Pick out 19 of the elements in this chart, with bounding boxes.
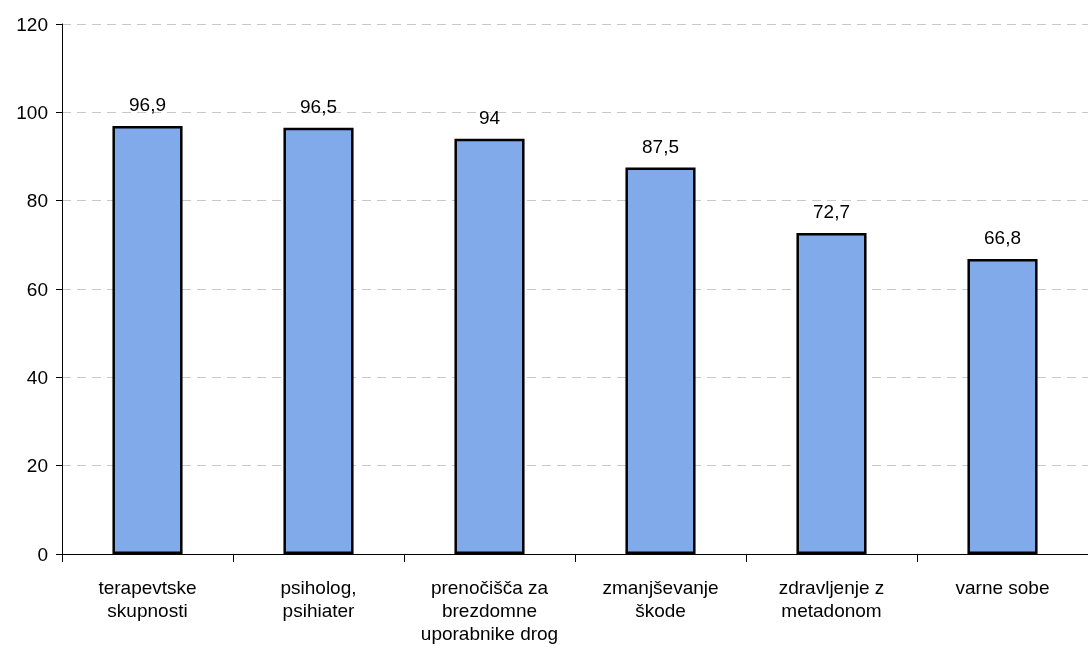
y-tick-label: 100 [16,101,48,123]
data-label: 96,5 [300,95,337,117]
x-tick-label: terapevtske skupnosti [98,577,197,621]
data-label: 66,8 [984,226,1021,248]
data-label: 87,5 [642,135,679,157]
x-tick-label: zmanjševanje škode [602,577,719,621]
data-label: 94 [478,106,501,128]
data-label: 96,9 [129,94,166,116]
y-tick-label: 120 [16,13,48,35]
data-label: 72,7 [813,200,850,222]
y-tick-label: 80 [26,190,48,212]
x-tick-label: prenočišča za brezdomne uporabnike drog [420,577,559,644]
y-tick-label: 40 [26,366,48,388]
x-tick-label: psiholog, psihiater [280,577,357,621]
y-tick-label: 0 [37,543,48,565]
y-tick-label: 60 [26,278,48,300]
x-tick-label: zdravljenje z metadonom [778,577,885,621]
x-tick-label: varne sobe [955,577,1050,598]
y-tick-label: 20 [26,455,48,477]
